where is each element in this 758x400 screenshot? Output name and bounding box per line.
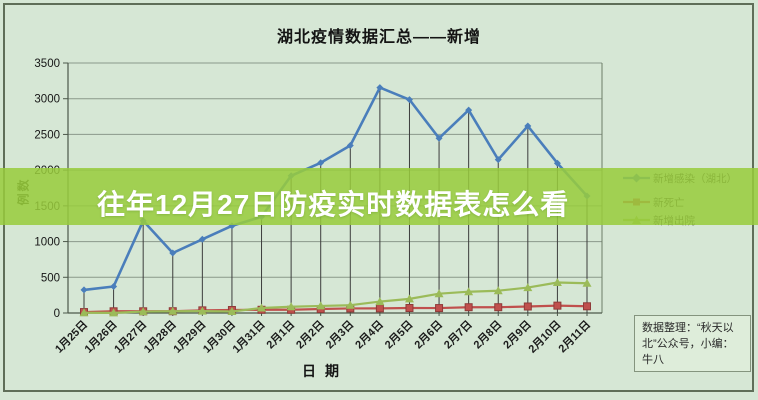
overlay-band xyxy=(0,168,758,225)
svg-text:0: 0 xyxy=(54,308,60,320)
svg-text:2月11日: 2月11日 xyxy=(556,318,593,355)
svg-text:500: 500 xyxy=(41,272,60,284)
svg-text:2500: 2500 xyxy=(34,129,60,141)
svg-text:2月1日: 2月1日 xyxy=(264,318,297,351)
svg-text:1000: 1000 xyxy=(34,237,60,249)
svg-text:2月10日: 2月10日 xyxy=(526,318,564,356)
svg-text:2月8日: 2月8日 xyxy=(471,318,504,351)
svg-text:2月6日: 2月6日 xyxy=(412,318,445,351)
chart-title: 湖北疫情数据汇总——新增 xyxy=(276,29,481,46)
svg-text:2月5日: 2月5日 xyxy=(382,318,415,351)
svg-text:3000: 3000 xyxy=(34,94,60,106)
overlay-title: 往年12月27日防疫实时数据表怎么看 xyxy=(97,189,570,220)
svg-text:2月2日: 2月2日 xyxy=(293,318,326,351)
svg-text:3500: 3500 xyxy=(34,58,60,70)
svg-text:2月3日: 2月3日 xyxy=(323,318,356,351)
svg-text:1月31日: 1月31日 xyxy=(230,318,268,356)
svg-text:2月4日: 2月4日 xyxy=(353,318,386,351)
svg-text:2月7日: 2月7日 xyxy=(441,318,474,351)
x-axis-title: 日期 xyxy=(302,363,348,379)
credit-box: 数据整理：“秋天以北”公众号，小编：牛八 xyxy=(634,315,751,372)
